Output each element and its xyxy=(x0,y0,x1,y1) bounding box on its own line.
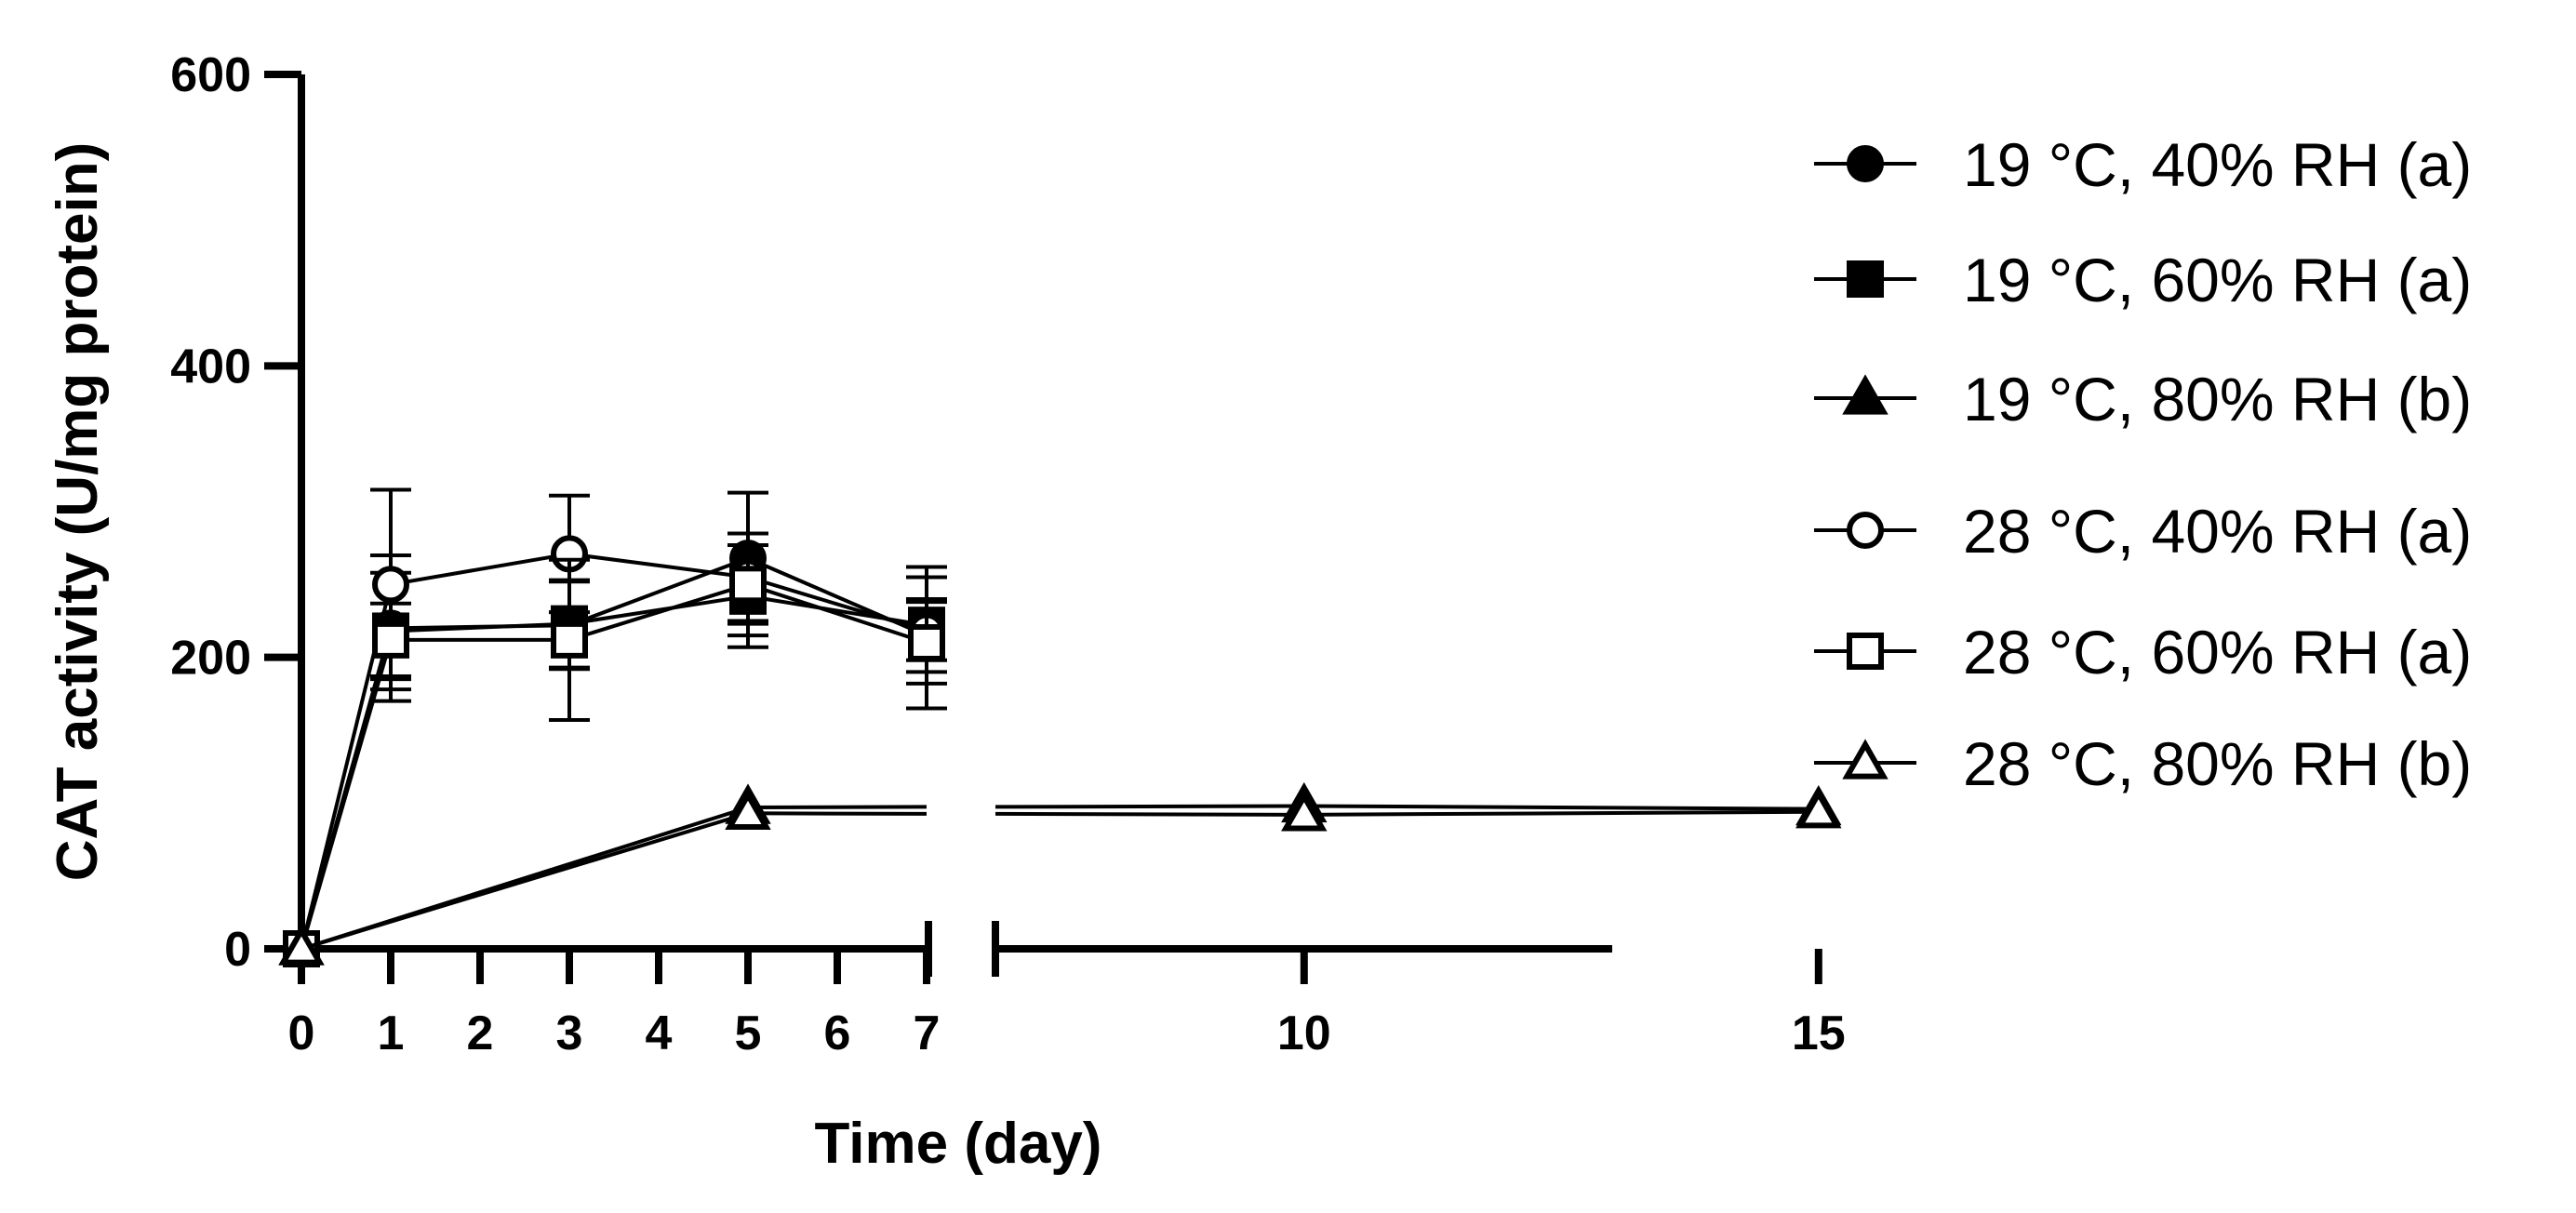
legend-marker xyxy=(1847,633,1884,670)
legend-item: 28 °C, 40% RH (a) xyxy=(1814,497,2472,566)
data-point xyxy=(908,624,945,661)
legend-marker xyxy=(1847,260,1884,298)
axes xyxy=(298,74,1612,977)
legend-item: 28 °C, 80% RH (b) xyxy=(1814,729,2472,798)
series-line-segment xyxy=(747,575,928,633)
series-line-segment xyxy=(1303,809,1819,817)
series-line-segment xyxy=(994,811,1304,817)
legend-label: 28 °C, 60% RH (a) xyxy=(1963,618,2472,686)
x-tick-label: 0 xyxy=(288,1006,315,1060)
x-tick-label: 2 xyxy=(467,1006,494,1060)
y-tick-label: 400 xyxy=(170,340,251,393)
x-tick-label: 1 xyxy=(378,1006,405,1060)
legend-label: 19 °C, 60% RH (a) xyxy=(1963,246,2472,314)
x-tick-label: 6 xyxy=(824,1006,851,1060)
data-point xyxy=(725,789,771,830)
series-line-segment xyxy=(747,593,928,628)
data-point xyxy=(729,566,767,604)
legend-marker xyxy=(1842,739,1889,780)
series-line-segment xyxy=(747,811,928,816)
x-tick-label: 3 xyxy=(556,1006,583,1060)
y-axis-title: CAT activity (U/mg protein) xyxy=(46,142,110,882)
x-tick-label: 10 xyxy=(1277,1006,1331,1060)
series-line-segment xyxy=(300,639,393,950)
series-line-segment xyxy=(390,552,570,587)
legend-item: 19 °C, 40% RH (a) xyxy=(1814,130,2472,199)
legend-item: 19 °C, 80% RH (b) xyxy=(1814,365,2472,433)
series-line-segment xyxy=(568,556,749,628)
legend-marker xyxy=(1847,145,1884,182)
legend-marker xyxy=(1847,512,1884,549)
x-axis-title: Time (day) xyxy=(815,1112,1102,1176)
legend-label: 28 °C, 80% RH (b) xyxy=(1963,729,2472,798)
data-point xyxy=(1281,791,1328,832)
series-line-segment xyxy=(1303,804,1819,811)
y-tick-label: 600 xyxy=(170,48,251,102)
x-tick-label: 15 xyxy=(1792,1006,1846,1060)
data-point xyxy=(1795,788,1842,829)
data-point xyxy=(551,620,588,659)
series-6 xyxy=(278,788,1842,966)
series-line-segment xyxy=(390,621,570,633)
x-tick-label: 7 xyxy=(914,1006,941,1060)
legend-label: 28 °C, 40% RH (a) xyxy=(1963,497,2472,566)
y-tick-label: 200 xyxy=(170,632,251,686)
series-line-segment xyxy=(568,593,749,626)
y-ticks: 0 200 400 600 xyxy=(170,48,301,977)
legend-item: 28 °C, 60% RH (a) xyxy=(1814,618,2472,686)
legend-item: 19 °C, 60% RH (a) xyxy=(1814,246,2472,314)
legend-label: 19 °C, 80% RH (b) xyxy=(1963,365,2472,433)
y-tick-label: 0 xyxy=(224,923,251,977)
series-line-segment xyxy=(747,582,928,645)
series-line-segment xyxy=(568,582,749,642)
legend: 19 °C, 40% RH (a) 19 °C, 60% RH (a) 19 °C,… xyxy=(1814,130,2472,798)
x-ticks: 0 1 2 3 4 5 6 7 10 15 xyxy=(288,949,1846,1060)
data-point xyxy=(278,925,325,966)
series-1 xyxy=(283,490,947,967)
data-point xyxy=(372,620,409,659)
series-line-segment xyxy=(568,552,749,580)
legend-marker xyxy=(1842,374,1889,415)
series-4 xyxy=(283,487,947,967)
data-point xyxy=(372,566,409,604)
x-tick-label: 5 xyxy=(735,1006,762,1060)
x-tick-label: 4 xyxy=(646,1006,673,1060)
plot-area xyxy=(278,487,1842,967)
series-line-segment xyxy=(300,811,749,951)
series-line-segment xyxy=(747,805,928,810)
legend-label: 19 °C, 40% RH (a) xyxy=(1963,130,2472,199)
